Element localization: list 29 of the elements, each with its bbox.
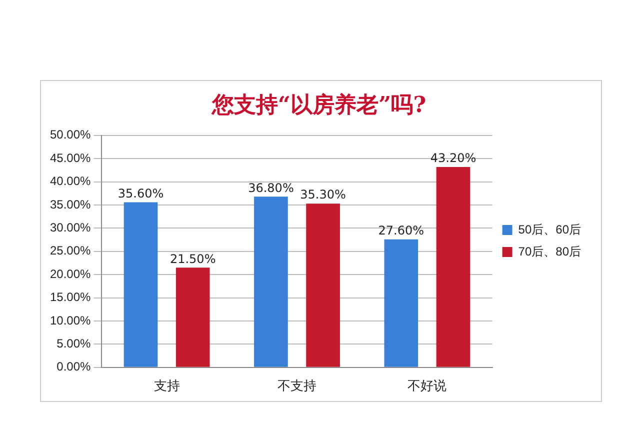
data-label: 21.50% <box>170 252 216 266</box>
data-label: 35.30% <box>300 188 346 202</box>
bar <box>176 268 210 367</box>
y-tick-label: 0.00% <box>56 360 92 374</box>
bar <box>306 204 340 367</box>
data-label: 43.20% <box>430 151 476 166</box>
bar <box>124 202 158 367</box>
x-tick-label: 支持 <box>154 378 180 393</box>
x-tick-label: 不好说 <box>408 378 447 393</box>
bar <box>254 196 288 367</box>
y-tick-label: 5.00% <box>56 336 92 351</box>
y-tick-label: 20.00% <box>50 266 92 281</box>
data-label: 35.60% <box>118 186 164 200</box>
data-label: 27.60% <box>378 223 424 238</box>
bar <box>436 166 470 367</box>
y-tick-label: 30.00% <box>50 220 92 235</box>
y-tick-label: 40.00% <box>50 174 92 188</box>
y-tick-label: 50.00% <box>50 128 92 142</box>
chart-title: 您支持“以房养老”吗? <box>210 92 426 118</box>
y-tick-label: 25.00% <box>50 244 92 258</box>
x-tick-label: 不支持 <box>278 378 316 393</box>
legend-label: 50后、60后 <box>518 222 582 236</box>
y-tick-label: 45.00% <box>50 150 92 165</box>
data-label: 36.80% <box>248 180 294 195</box>
legend-label: 70后、80后 <box>518 244 582 258</box>
bar <box>384 239 418 367</box>
y-tick-label: 15.00% <box>50 290 92 304</box>
y-tick-label: 10.00% <box>50 313 92 328</box>
y-tick-label: 35.00% <box>50 197 92 212</box>
